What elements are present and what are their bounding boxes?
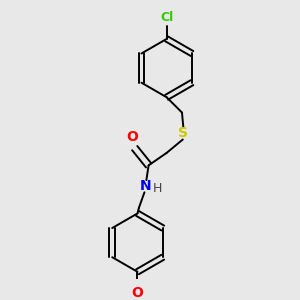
Text: O: O bbox=[127, 130, 138, 144]
Text: Cl: Cl bbox=[160, 11, 173, 25]
Text: N: N bbox=[140, 179, 152, 193]
Text: H: H bbox=[153, 182, 162, 195]
Text: S: S bbox=[178, 126, 188, 140]
Text: O: O bbox=[132, 286, 143, 300]
